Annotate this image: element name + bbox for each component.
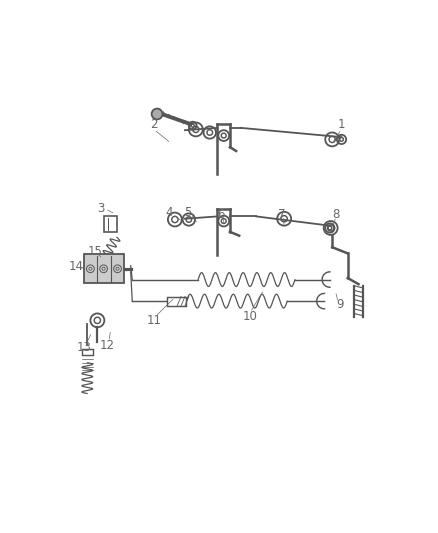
Circle shape <box>152 109 162 119</box>
Text: 5: 5 <box>184 206 192 219</box>
Text: 7: 7 <box>278 208 286 221</box>
Text: 11: 11 <box>146 314 162 327</box>
Text: 15: 15 <box>88 245 102 257</box>
Text: 9: 9 <box>336 298 344 311</box>
Text: 2: 2 <box>150 117 158 131</box>
FancyBboxPatch shape <box>167 296 187 306</box>
FancyBboxPatch shape <box>84 254 124 284</box>
Text: 1: 1 <box>338 117 345 131</box>
FancyBboxPatch shape <box>82 349 93 355</box>
Text: 13: 13 <box>77 341 92 354</box>
FancyBboxPatch shape <box>104 216 117 232</box>
Text: 6: 6 <box>218 208 225 221</box>
Text: 3: 3 <box>98 202 105 215</box>
Text: 4: 4 <box>166 206 173 219</box>
Text: 8: 8 <box>332 208 340 221</box>
Text: 12: 12 <box>100 338 115 351</box>
Text: 14: 14 <box>69 260 84 273</box>
Text: 10: 10 <box>243 310 258 323</box>
